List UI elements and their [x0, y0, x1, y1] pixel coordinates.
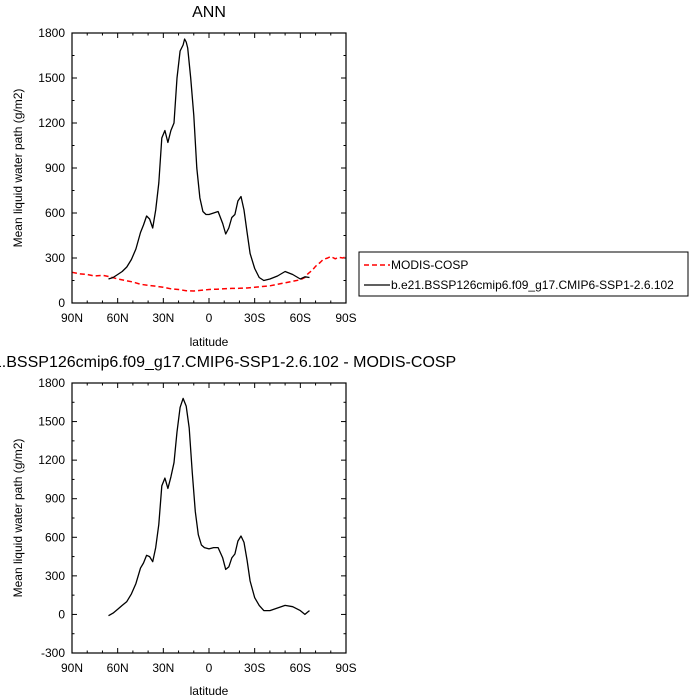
top-xlabel: latitude	[190, 335, 229, 349]
top-series-line-1	[108, 38, 310, 282]
bottom-ytick-label: 600	[45, 530, 65, 544]
bottom-xtick-label: 30N	[152, 661, 174, 675]
top-ytick-label: 900	[45, 161, 65, 175]
bottom-xtick-label: 60S	[290, 661, 311, 675]
bottom-ytick-label: 0	[58, 607, 65, 621]
top-plot-frame	[71, 32, 347, 304]
top-ytick-label: 1500	[38, 71, 65, 85]
bottom-title: b.e21.BSSP126cmip6.f09_g17.CMIP6-SSP1-2.…	[0, 354, 456, 371]
bottom-xtick-label: 30S	[244, 661, 265, 675]
bottom-ytick-label: 1800	[38, 376, 65, 390]
bottom-xlabel: latitude	[190, 684, 229, 698]
top-xtick-label: 90N	[61, 311, 83, 325]
bottom-xtick-label: 90S	[335, 661, 356, 675]
bottom-xtick-label: 0	[206, 661, 213, 675]
top-xtick-label: 60N	[107, 311, 129, 325]
bottom-panel: b.e21.BSSP126cmip6.f09_g17.CMIP6-SSP1-2.…	[0, 354, 456, 698]
bottom-series-line-0	[108, 397, 310, 617]
top-series-line-0	[71, 255, 347, 292]
top-ytick-label: 1800	[38, 26, 65, 40]
top-ytick-label: 300	[45, 251, 65, 265]
bottom-ytick-label: 1500	[38, 415, 65, 429]
top-xtick-label: 90S	[335, 311, 356, 325]
bottom-ytick-label: -300	[41, 646, 65, 660]
top-axis-ticks: 90N 60N 30N 0 30S 60S 90S 0 300 600 900 1200 1500 180…	[38, 26, 356, 325]
bottom-xtick-label: 90N	[61, 661, 83, 675]
top-panel: ANN Mean liquid water path (g/m2) latitu…	[11, 4, 357, 349]
top-ytick-label: 0	[58, 296, 65, 310]
legend-box	[358, 251, 689, 297]
top-xtick-label: 30S	[244, 311, 265, 325]
legend-label-modis: MODIS-COSP	[391, 258, 468, 272]
bottom-ytick-label: 300	[45, 569, 65, 583]
bottom-axis-ticks: 90N 60N 30N 0 30S 60S 90S -300 0 300 600 900 1200 150…	[38, 376, 356, 675]
top-series-lines	[71, 38, 347, 292]
bottom-ylabel: Mean liquid water path (g/m2)	[11, 439, 25, 598]
top-ytick-label: 1200	[38, 116, 65, 130]
top-ytick-label: 600	[45, 206, 65, 220]
top-xtick-label: 0	[206, 311, 213, 325]
legend: MODIS-COSP b.e21.BSSP126cmip6.f09_g17.CM…	[358, 251, 689, 297]
bottom-xtick-label: 60N	[107, 661, 129, 675]
top-title: ANN	[192, 4, 226, 21]
top-ylabel: Mean liquid water path (g/m2)	[11, 89, 25, 248]
top-xtick-label: 30N	[152, 311, 174, 325]
bottom-plot-frame	[71, 382, 347, 654]
bottom-ytick-label: 900	[45, 492, 65, 506]
legend-label-model: b.e21.BSSP126cmip6.f09_g17.CMIP6-SSP1-2.…	[391, 278, 674, 292]
bottom-ytick-label: 1200	[38, 453, 65, 467]
bottom-series-lines	[108, 397, 310, 617]
top-xtick-label: 60S	[290, 311, 311, 325]
